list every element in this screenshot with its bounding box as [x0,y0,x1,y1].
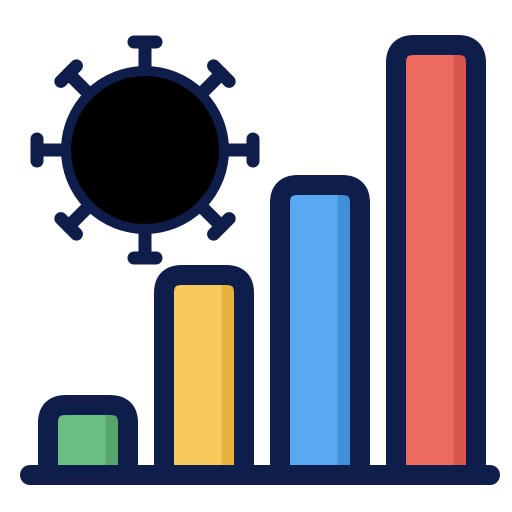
virus-growth-chart-icon [0,0,512,512]
bar-4 [396,45,476,475]
bar-3 [280,185,360,475]
bar-2 [164,275,244,475]
bar-1 [48,405,128,475]
